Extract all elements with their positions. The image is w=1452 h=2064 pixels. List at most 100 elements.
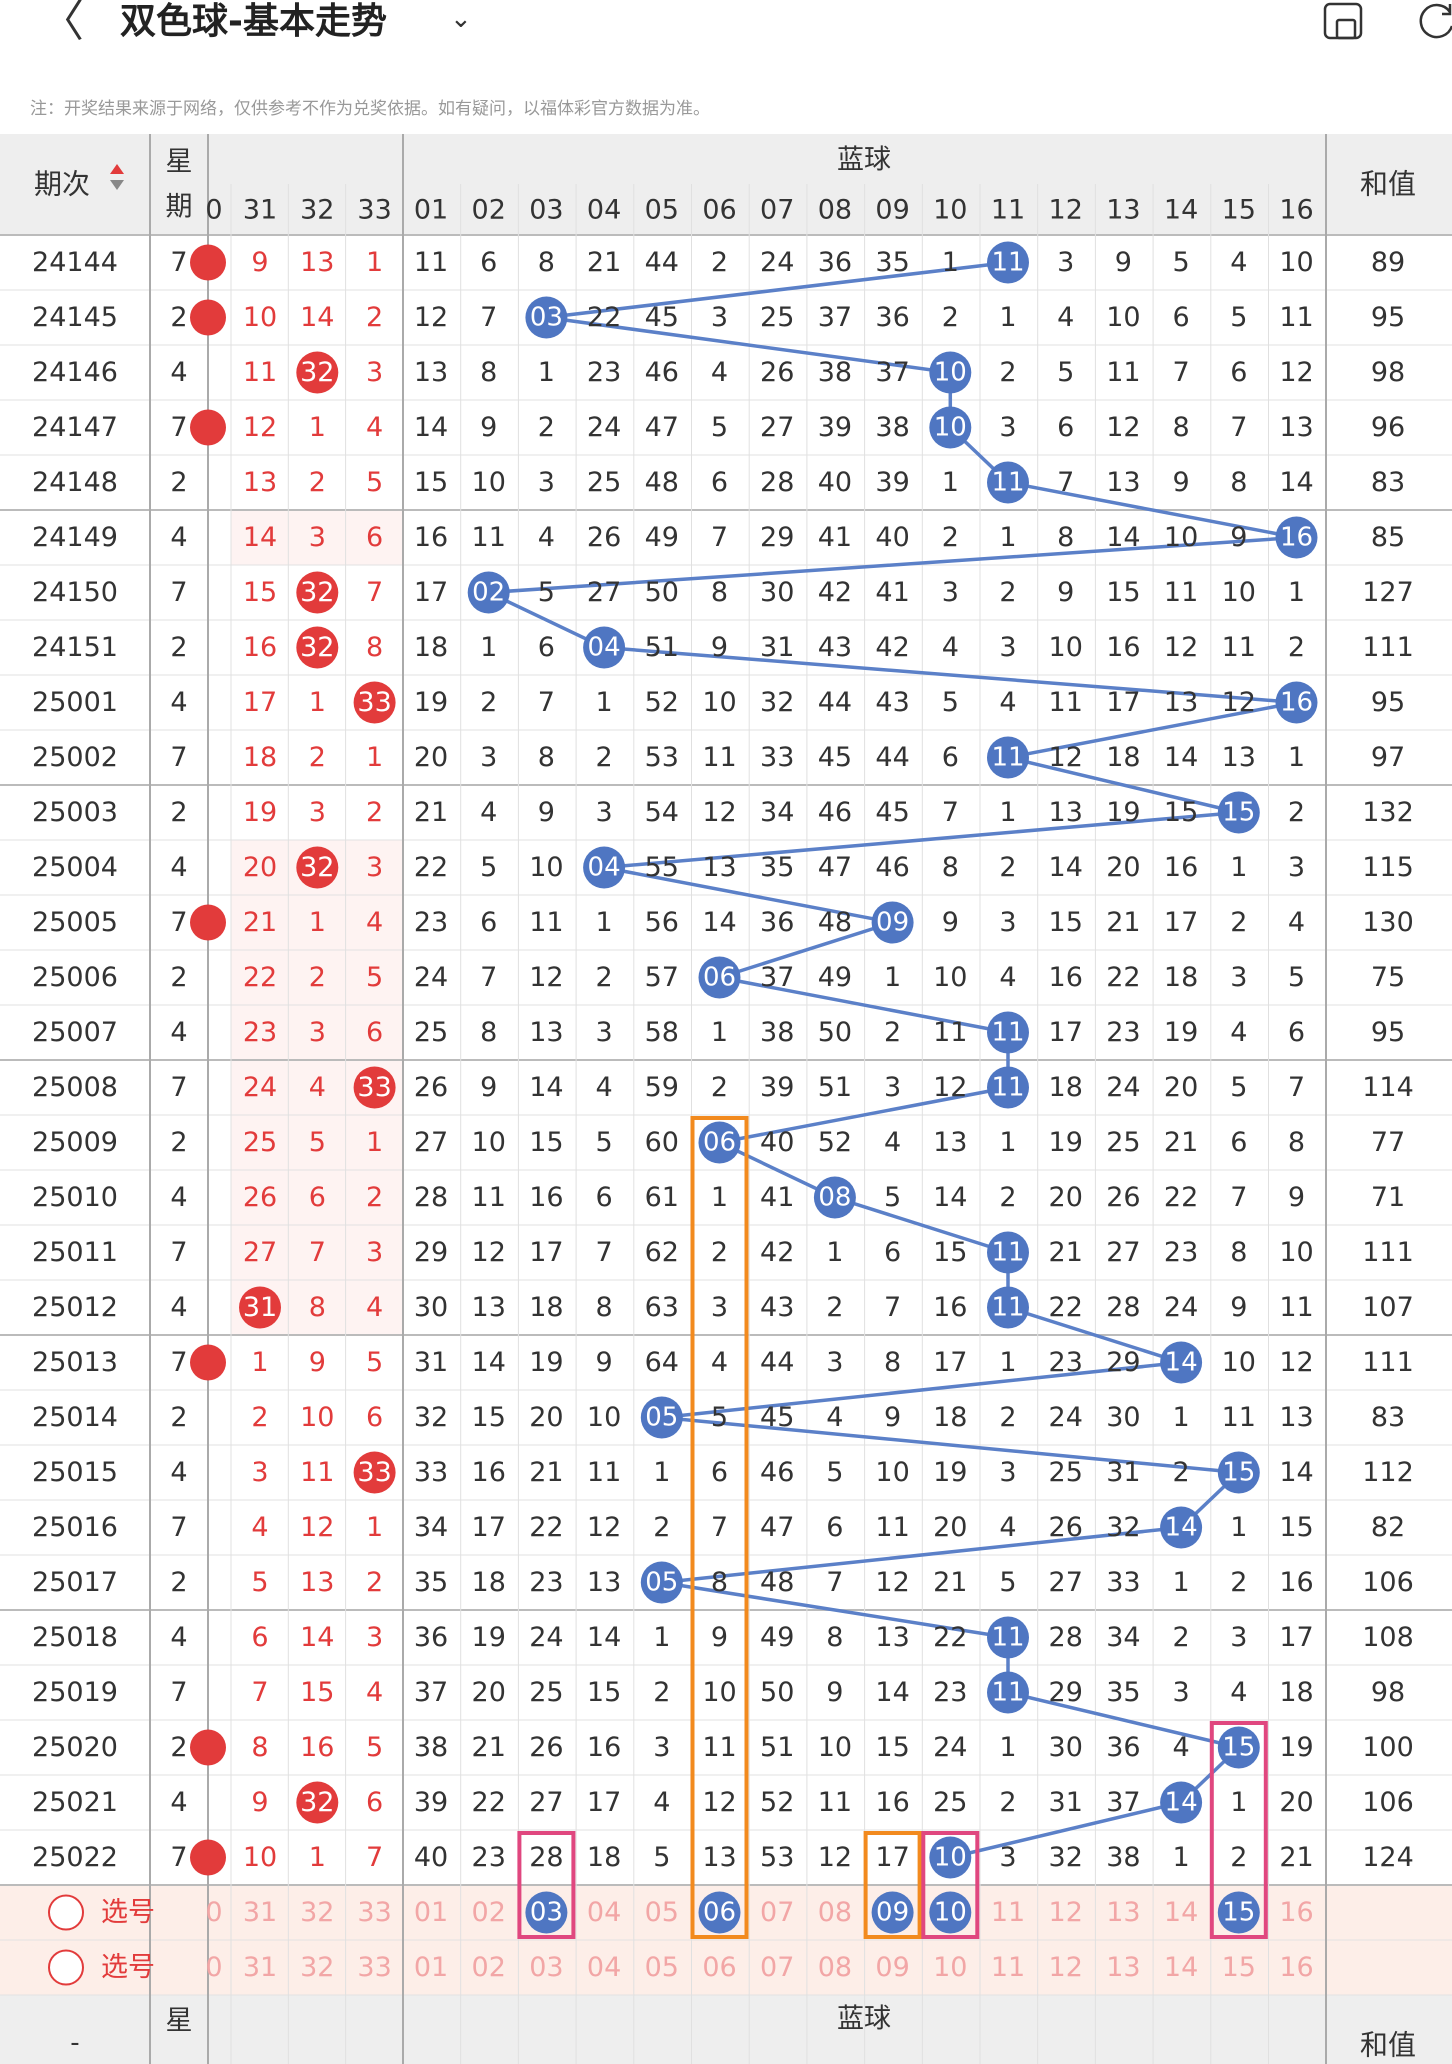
back-icon[interactable]: 〈 <box>40 0 84 47</box>
blue-miss-count: 21 <box>1279 1842 1313 1873</box>
pick-blue-ball[interactable] <box>929 1891 972 1934</box>
pick-blue-number[interactable]: 14 <box>1164 1952 1198 1983</box>
pick-red-number[interactable]: 31 <box>243 1897 277 1928</box>
pick-blue-number[interactable]: 05 <box>645 1952 679 1983</box>
pick-blue-number[interactable]: 14 <box>1164 1897 1198 1928</box>
pick-blue-number[interactable]: 08 <box>818 1952 852 1983</box>
chevron-down-icon[interactable]: ⌄ <box>450 4 472 34</box>
footer-issue-header: - <box>70 2028 79 2058</box>
sum-cell: 108 <box>1362 1622 1414 1653</box>
sort-up-icon[interactable] <box>110 164 124 174</box>
red-ball <box>239 1286 281 1329</box>
refresh-icon[interactable] <box>1416 2 1452 42</box>
blue-miss-count: 36 <box>760 907 794 938</box>
select-radio[interactable] <box>48 1894 84 1931</box>
pick-blue-number[interactable]: 06 <box>703 1898 736 1928</box>
blue-miss-count: 3 <box>653 1732 670 1763</box>
select-label[interactable]: 选号 <box>101 1897 155 1928</box>
blue-group-label: 蓝球 <box>837 145 891 176</box>
pick-blue-number[interactable]: 01 <box>414 1897 448 1928</box>
pick-blue-number[interactable]: 16 <box>1279 1952 1313 1983</box>
pick-blue-ball[interactable] <box>525 1891 568 1934</box>
red-miss-count: 15 <box>243 577 277 608</box>
pick-blue-ball[interactable] <box>698 1891 741 1934</box>
pick-red-partial[interactable]: 0 <box>205 1952 222 1983</box>
pick-red-number[interactable]: 33 <box>357 1897 391 1928</box>
blue-miss-count: 20 <box>1279 1787 1313 1818</box>
pick-blue-number[interactable]: 08 <box>818 1897 852 1928</box>
blue-miss-count: 1 <box>826 1237 843 1268</box>
blue-miss-count: 37 <box>414 1677 448 1708</box>
pick-blue-number[interactable]: 13 <box>1106 1897 1140 1928</box>
landscape-icon[interactable] <box>1323 2 1363 42</box>
pick-blue-number[interactable]: 09 <box>876 1898 909 1928</box>
pick-blue-number[interactable]: 09 <box>875 1952 909 1983</box>
pick-blue-number[interactable]: 07 <box>760 1897 794 1928</box>
pick-red-partial[interactable]: 0 <box>205 1897 222 1928</box>
pick-blue-number[interactable]: 04 <box>587 1952 621 1983</box>
blue-ball-number: 05 <box>645 1568 678 1598</box>
blue-miss-count: 11 <box>875 1512 909 1543</box>
blue-miss-count: 12 <box>1164 632 1198 663</box>
red-miss-count: 2 <box>309 467 326 498</box>
pick-blue-number[interactable]: 02 <box>472 1952 506 1983</box>
pick-blue-number[interactable]: 02 <box>472 1897 506 1928</box>
red-miss-count: 7 <box>366 577 383 608</box>
blue-miss-count: 13 <box>1279 1402 1313 1433</box>
red-miss-count: 10 <box>243 1842 277 1873</box>
pick-blue-number[interactable]: 03 <box>529 1952 563 1983</box>
blue-miss-count: 30 <box>1106 1402 1140 1433</box>
pick-blue-number[interactable]: 11 <box>991 1897 1025 1928</box>
pick-blue-number[interactable]: 05 <box>645 1897 679 1928</box>
pick-blue-number[interactable]: 15 <box>1222 1952 1256 1983</box>
select-radio[interactable] <box>48 1949 84 1986</box>
pick-red-number[interactable]: 33 <box>357 1952 391 1983</box>
blue-miss-count: 4 <box>942 632 959 663</box>
blue-miss-count: 5 <box>538 577 555 608</box>
pick-blue-number[interactable]: 11 <box>991 1952 1025 1983</box>
pick-blue-number[interactable]: 10 <box>933 1952 967 1983</box>
pick-blue-number[interactable]: 12 <box>1049 1952 1083 1983</box>
red-miss-count: 16 <box>243 632 277 663</box>
pick-blue-number[interactable]: 10 <box>934 1898 967 1928</box>
blue-miss-count: 1 <box>653 1457 670 1488</box>
pick-red-number[interactable]: 32 <box>300 1897 334 1928</box>
sum-cell: 111 <box>1362 632 1414 663</box>
blue-miss-count: 22 <box>1164 1182 1198 1213</box>
blue-miss-count: 57 <box>645 962 679 993</box>
pick-blue-number[interactable]: 03 <box>530 1898 563 1928</box>
pick-blue-number[interactable]: 06 <box>702 1952 736 1983</box>
pick-red-number[interactable]: 31 <box>243 1952 277 1983</box>
blue-ball <box>1217 1726 1260 1769</box>
blue-miss-count: 62 <box>645 1237 679 1268</box>
issue-cell: 24145 <box>32 302 118 333</box>
blue-miss-count: 3 <box>999 1457 1016 1488</box>
red-miss-count: 11 <box>243 357 277 388</box>
pick-blue-number[interactable]: 13 <box>1106 1952 1140 1983</box>
pick-blue-number[interactable]: 01 <box>414 1952 448 1983</box>
red-miss-count: 11 <box>300 1457 334 1488</box>
pick-blue-number[interactable]: 12 <box>1049 1897 1083 1928</box>
issue-cell: 24147 <box>32 412 118 443</box>
pick-blue-number[interactable]: 04 <box>587 1897 621 1928</box>
blue-ball <box>640 1561 683 1604</box>
blue-miss-count: 8 <box>942 852 959 883</box>
blue-miss-count: 16 <box>1164 852 1198 883</box>
pick-blue-ball[interactable] <box>1217 1891 1260 1934</box>
blue-ball <box>467 571 510 614</box>
sort-down-icon[interactable] <box>110 180 124 190</box>
pick-blue-number[interactable]: 07 <box>760 1952 794 1983</box>
pick-red-number[interactable]: 32 <box>300 1952 334 1983</box>
blue-miss-count: 27 <box>414 1127 448 1158</box>
red-ball <box>296 351 339 394</box>
issue-cell: 25014 <box>32 1402 118 1433</box>
pick-blue-number[interactable]: 16 <box>1279 1897 1313 1928</box>
blue-miss-count: 31 <box>760 632 794 663</box>
blue-ball <box>987 461 1029 504</box>
pick-blue-number[interactable]: 15 <box>1222 1898 1255 1928</box>
blue-miss-count: 26 <box>529 1732 563 1763</box>
pick-blue-ball[interactable] <box>871 1891 914 1934</box>
red-ball-edge <box>190 1729 226 1766</box>
blue-miss-count: 12 <box>1279 357 1313 388</box>
select-label[interactable]: 选号 <box>101 1952 155 1983</box>
